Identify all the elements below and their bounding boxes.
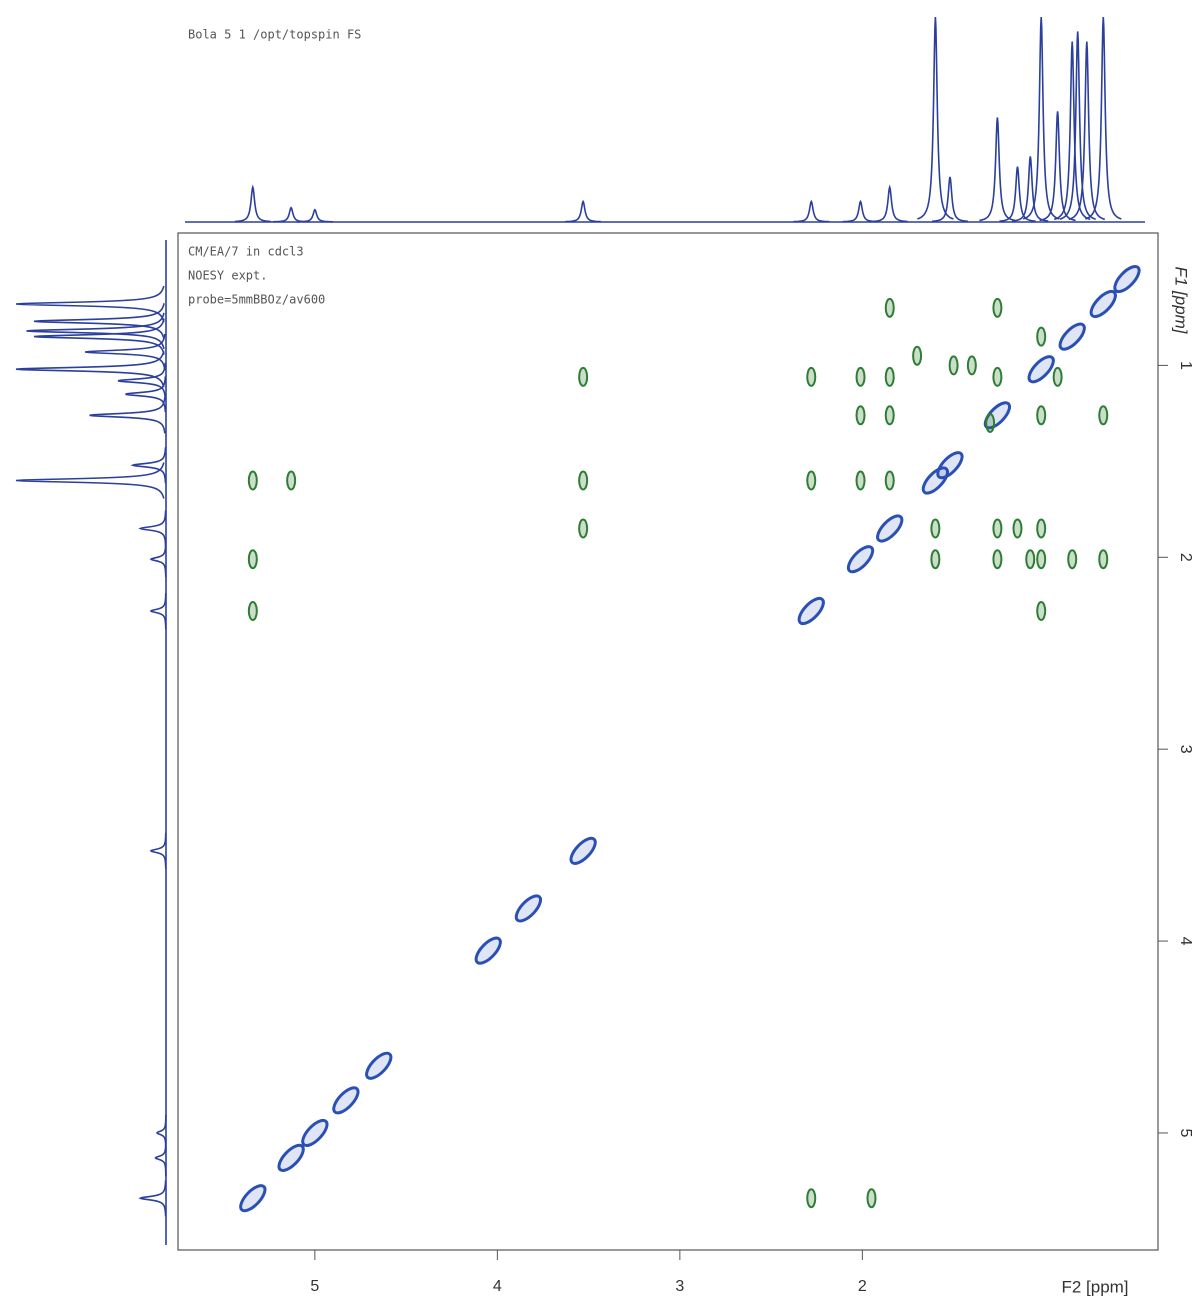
left-spectrum-peak [141,1180,166,1216]
page: {"chart_data": { "type": "scatter", "hea… [0,0,1199,1305]
cross-peak [249,602,257,620]
cross-peak [993,520,1001,538]
cross-peak [579,368,587,386]
left-spectrum-peak [133,447,166,483]
x-tick-label: 3 [675,1278,684,1295]
diagonal-peak [1056,320,1088,353]
cross-peak [1099,550,1107,568]
diagonal-peak [1025,353,1057,386]
top-spectrum-peak [793,202,829,222]
cross-peak [857,406,865,424]
y-tick-label: 3 [1177,745,1194,754]
top-spectrum-peak [872,187,908,221]
cross-peak [931,520,939,538]
cross-peak [867,1189,875,1207]
cross-peak [287,472,295,490]
left-spectrum-peak [151,833,166,869]
y-axis-label: F1 [ppm] [1172,266,1191,334]
note: CM/EA/7 in cdcl3 [188,245,304,259]
x-axis-label: F2 [ppm] [1061,1277,1128,1296]
cross-peak [579,520,587,538]
cross-peak [579,472,587,490]
cross-peak [1068,550,1076,568]
y-tick-label: 5 [1177,1128,1194,1137]
top-spectrum-peak [273,208,309,222]
left-spectrum-peak [27,313,164,349]
y-tick-label: 2 [1177,553,1194,562]
diagonal-peak [1111,263,1143,296]
note: probe=5mmBBOz/av600 [188,293,325,307]
top-spectrum-peak [843,202,879,222]
diagonal-peak [237,1182,269,1215]
cross-peak [857,368,865,386]
cross-peak [886,299,894,317]
cross-peak [968,356,976,374]
left-spectrum-peak [16,351,164,387]
cross-peak [1037,520,1045,538]
cross-peak [1037,328,1045,346]
top-spectrum-peak [932,177,968,221]
diagonal-peak [795,595,827,628]
cross-peak [886,472,894,490]
diagonal-peak [512,892,544,925]
cross-peak [886,368,894,386]
diagonal-peak [363,1049,395,1082]
plot-frame [178,233,1158,1250]
top-spectrum-peak [297,210,333,222]
left-spectrum-peak [151,593,166,629]
top-spectrum-peak [979,117,1015,220]
left-spectrum-peak [16,463,164,499]
cross-peak [986,414,994,432]
diagonal-peak [567,834,599,867]
header: Bola 5 1 /opt/topspin FS [188,28,361,42]
cross-peak [993,368,1001,386]
x-tick-label: 2 [858,1278,867,1295]
diagonal-peak [275,1141,307,1174]
chart: Bola 5 1 /opt/topspin FS CM/EA/7 in cdcl… [0,0,1199,1305]
top-spectrum-peak [235,187,271,221]
cross-peak [931,550,939,568]
cross-peak [807,472,815,490]
cross-peak [886,406,894,424]
cross-peak [1054,368,1062,386]
x-tick-label: 5 [310,1278,319,1295]
cross-peak [913,347,921,365]
cross-peak [807,1189,815,1207]
diagonal-peak [844,543,876,576]
left-spectrum-peak [141,511,166,547]
left-spectrum-peak [151,541,166,577]
cross-peak [1037,406,1045,424]
cross-peak [857,472,865,490]
cross-peak [249,472,257,490]
cross-peak [1013,520,1021,538]
cross-peak [807,368,815,386]
left-spectrum-peak [156,1140,166,1176]
diagonal-peak [934,449,966,482]
left-spectrum-peak [157,1115,166,1151]
cross-peak [993,299,1001,317]
top-spectrum-peak [565,202,601,222]
x-tick-label: 4 [493,1278,502,1295]
note: NOESY expt. [188,269,267,283]
cross-peak [1037,602,1045,620]
cross-peak [950,356,958,374]
cross-peak [249,550,257,568]
left-spectrum-peak [90,397,165,433]
y-tick-label: 4 [1177,937,1194,946]
cross-peak [1026,550,1034,568]
diagonal-peak [1087,288,1119,321]
diagonal-peak [330,1084,362,1117]
top-spectrum-peak [1012,156,1048,221]
diagonal-peak [472,934,504,967]
cross-peak [1037,550,1045,568]
cross-peak [993,550,1001,568]
y-tick-label: 1 [1177,361,1194,370]
diagonal-peak [299,1117,331,1150]
left-spectrum-peak [118,363,165,399]
cross-peak [1099,406,1107,424]
diagonal-peak [874,512,906,545]
